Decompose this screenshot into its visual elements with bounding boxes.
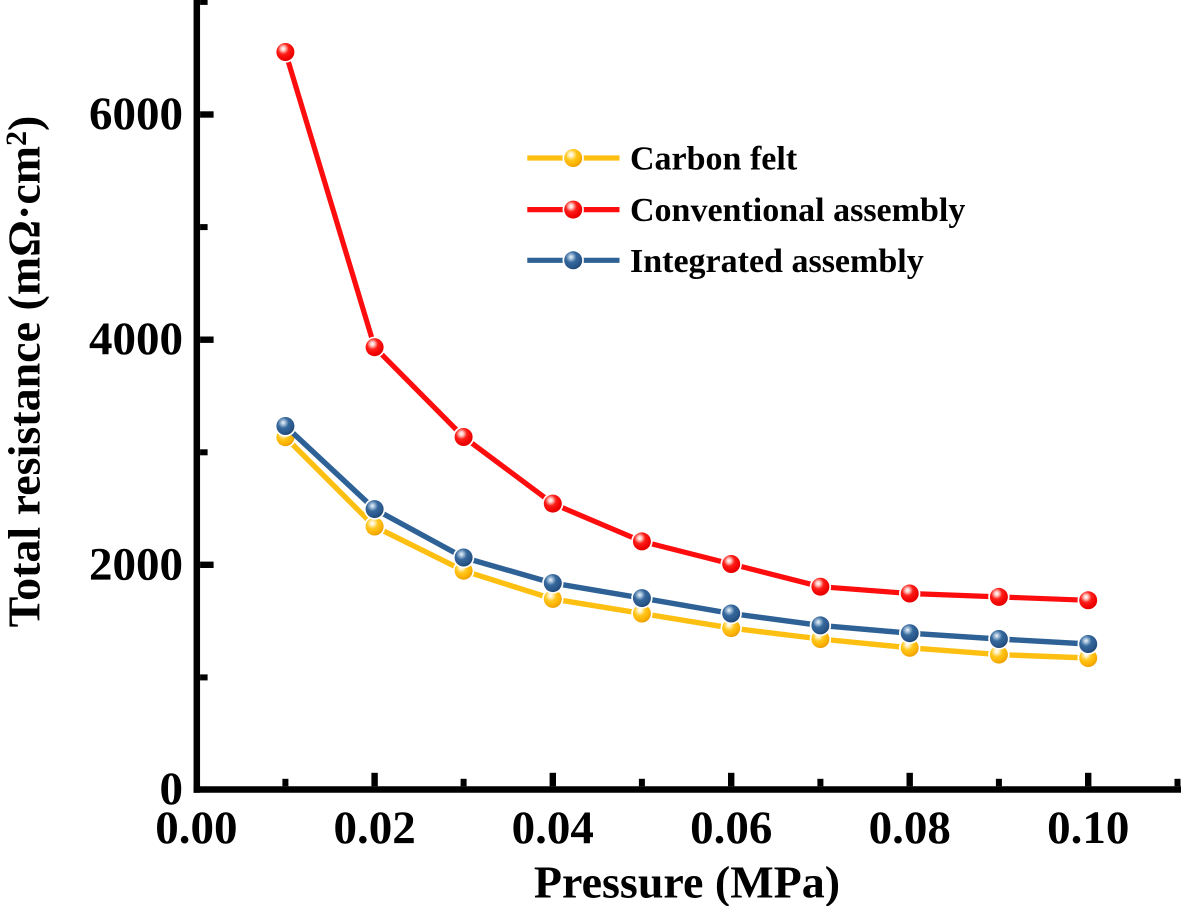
svg-text:2000: 2000 xyxy=(89,538,183,590)
svg-text:4000: 4000 xyxy=(89,313,183,365)
svg-text:0.04: 0.04 xyxy=(512,802,594,854)
svg-text:0.06: 0.06 xyxy=(690,802,772,854)
svg-text:0.08: 0.08 xyxy=(869,802,951,854)
svg-text:6000: 6000 xyxy=(89,88,183,140)
svg-text:0.02: 0.02 xyxy=(333,802,415,854)
svg-text:Carbon felt: Carbon felt xyxy=(630,141,798,178)
svg-text:Integrated assembly: Integrated assembly xyxy=(630,243,924,280)
svg-text:0.00: 0.00 xyxy=(155,802,237,854)
svg-text:0.10: 0.10 xyxy=(1047,802,1129,854)
svg-text:Conventional assembly: Conventional assembly xyxy=(630,192,965,229)
svg-text:Total resistance (mΩ·cm2): Total resistance (mΩ·cm2) xyxy=(0,116,50,628)
svg-text:0: 0 xyxy=(160,763,184,815)
svg-text:Pressure (MPa): Pressure (MPa) xyxy=(534,857,840,906)
